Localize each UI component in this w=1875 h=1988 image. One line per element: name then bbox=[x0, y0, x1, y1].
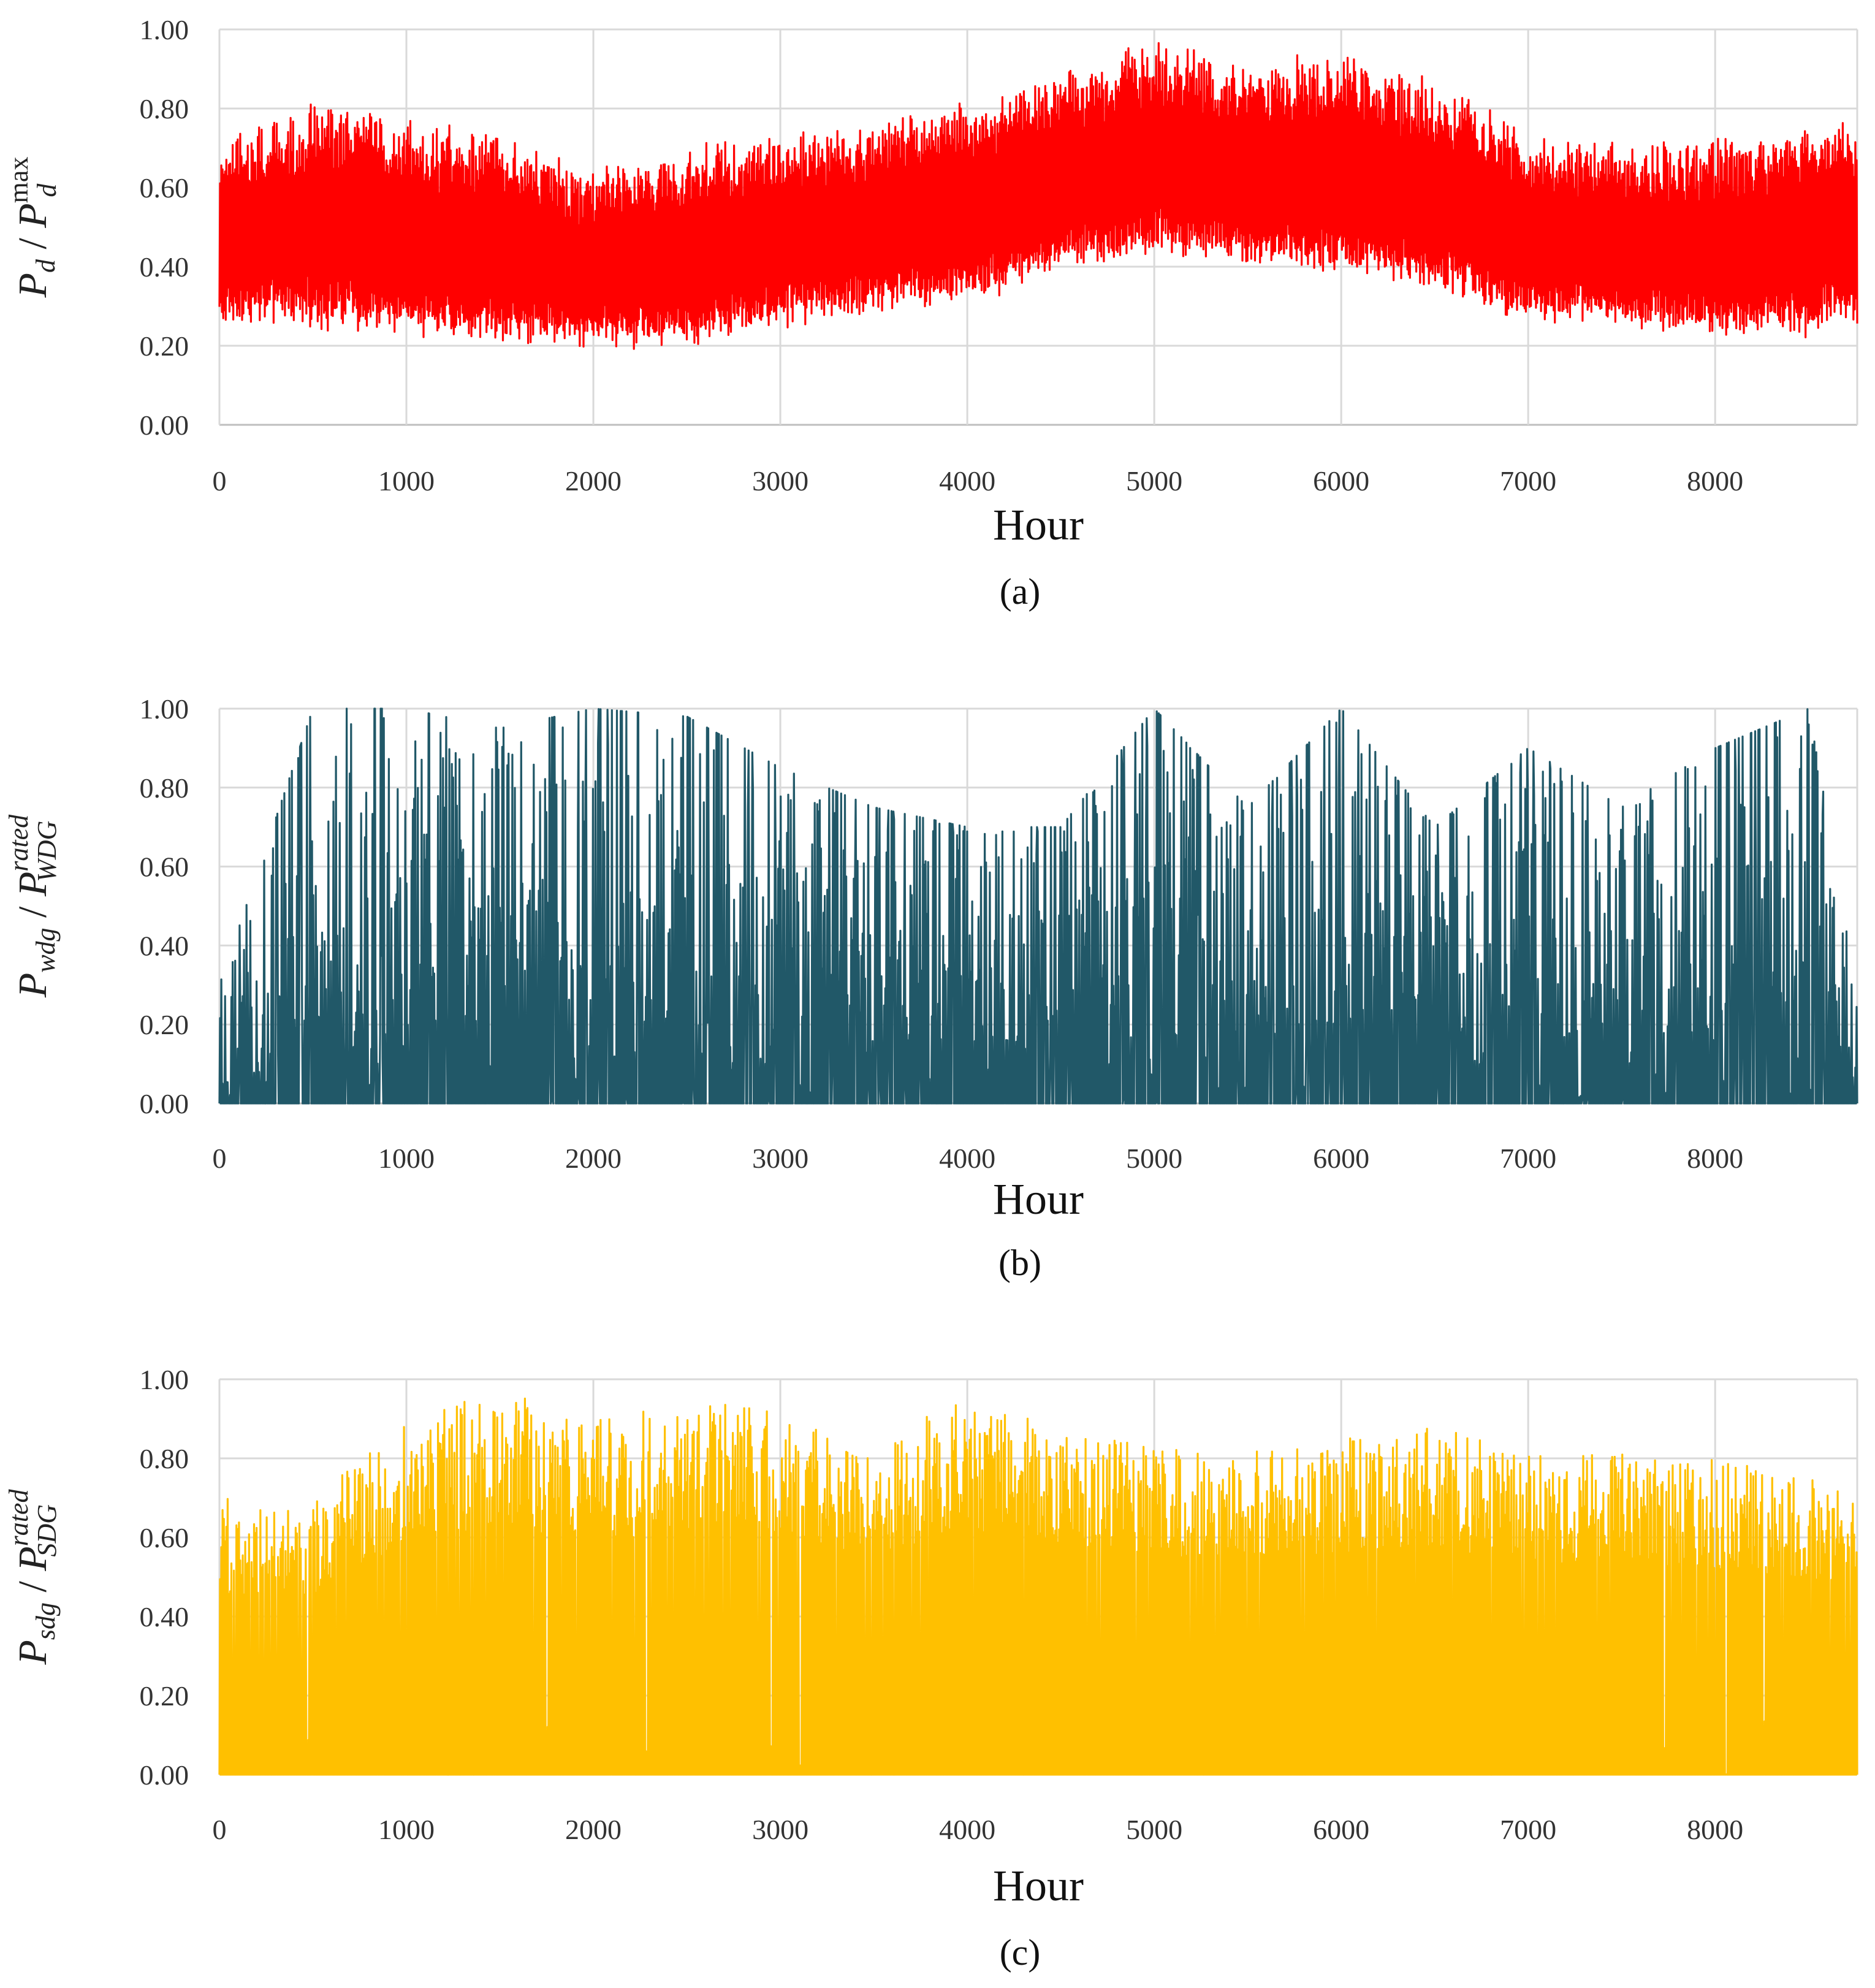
x-tick-label: 3000 bbox=[752, 1814, 808, 1845]
x-tick-label: 7000 bbox=[1500, 465, 1556, 497]
panel-label: (a) bbox=[1000, 571, 1041, 612]
y-tick-label: 0.00 bbox=[140, 409, 189, 441]
y-tick-label: 1.00 bbox=[140, 693, 189, 725]
x-tick-label: 1000 bbox=[378, 1814, 435, 1845]
y-tick-label: 0.40 bbox=[140, 930, 189, 961]
x-tick-label: 8000 bbox=[1687, 465, 1743, 497]
y-tick-label: 0.80 bbox=[140, 1443, 189, 1474]
y-tick-label: 0.00 bbox=[140, 1759, 189, 1791]
x-tick-label: 2000 bbox=[565, 1143, 622, 1174]
y-tick-label: 0.20 bbox=[140, 1680, 189, 1712]
y-axis-label: Pd / Pmaxd bbox=[4, 157, 62, 299]
x-tick-label: 5000 bbox=[1126, 1143, 1182, 1174]
panel-label: (c) bbox=[1000, 1932, 1041, 1973]
x-axis-label: Hour bbox=[993, 1861, 1084, 1910]
panel-label: (b) bbox=[998, 1243, 1041, 1283]
y-tick-label: 0.00 bbox=[140, 1088, 189, 1119]
y-tick-label: 0.60 bbox=[140, 172, 189, 204]
y-tick-label: 1.00 bbox=[140, 14, 189, 45]
series-line-c bbox=[218, 1397, 1858, 1776]
x-tick-label: 5000 bbox=[1126, 1814, 1182, 1845]
x-tick-label: 1000 bbox=[378, 1143, 435, 1174]
x-tick-label: 3000 bbox=[752, 1143, 808, 1174]
x-tick-label: 0 bbox=[213, 1143, 227, 1174]
x-tick-label: 6000 bbox=[1313, 1814, 1369, 1845]
y-axis-label: Psdg / PratedSDG bbox=[4, 1489, 62, 1666]
x-tick-label: 0 bbox=[213, 1814, 227, 1845]
x-tick-label: 0 bbox=[213, 465, 227, 497]
x-tick-label: 7000 bbox=[1500, 1143, 1556, 1174]
x-tick-label: 4000 bbox=[939, 465, 995, 497]
x-tick-label: 1000 bbox=[378, 465, 435, 497]
y-tick-label: 0.20 bbox=[140, 1009, 189, 1040]
series-line-a bbox=[218, 42, 1858, 350]
y-tick-label: 0.40 bbox=[140, 1601, 189, 1632]
series-line-b bbox=[218, 707, 1858, 1105]
x-tick-label: 4000 bbox=[939, 1143, 995, 1174]
y-tick-label: 1.00 bbox=[140, 1364, 189, 1395]
x-tick-label: 5000 bbox=[1126, 465, 1182, 497]
x-tick-label: 7000 bbox=[1500, 1814, 1556, 1845]
y-tick-label: 0.60 bbox=[140, 851, 189, 883]
y-axis-label: Pwdg / PratedWDG bbox=[4, 814, 62, 998]
x-axis-label: Hour bbox=[993, 1175, 1084, 1224]
x-axis-label: Hour bbox=[993, 500, 1084, 549]
y-tick-label: 0.60 bbox=[140, 1522, 189, 1553]
y-tick-label: 0.20 bbox=[140, 330, 189, 362]
x-tick-label: 2000 bbox=[565, 1814, 622, 1845]
y-tick-label: 0.80 bbox=[140, 772, 189, 804]
x-tick-label: 8000 bbox=[1687, 1143, 1743, 1174]
x-tick-label: 4000 bbox=[939, 1814, 995, 1845]
y-tick-label: 0.80 bbox=[140, 93, 189, 124]
chart-panel-a: 0.00 0.20 0.40 0.60 0.80 1.00 0 1000 2000 3000 400… bbox=[4, 14, 1858, 612]
chart-panel-c: 0.00 0.20 0.40 0.60 0.80 1.00 0 1000 2000 3000 400… bbox=[4, 1364, 1858, 1973]
chart-panel-b: 0.00 0.20 0.40 0.60 0.80 1.00 0 1000 2000 3000 400… bbox=[4, 693, 1858, 1283]
x-tick-label: 2000 bbox=[565, 465, 622, 497]
x-tick-label: 8000 bbox=[1687, 1814, 1743, 1845]
x-tick-label: 3000 bbox=[752, 465, 808, 497]
x-tick-label: 6000 bbox=[1313, 1143, 1369, 1174]
y-tick-label: 0.40 bbox=[140, 251, 189, 283]
x-tick-label: 6000 bbox=[1313, 465, 1369, 497]
